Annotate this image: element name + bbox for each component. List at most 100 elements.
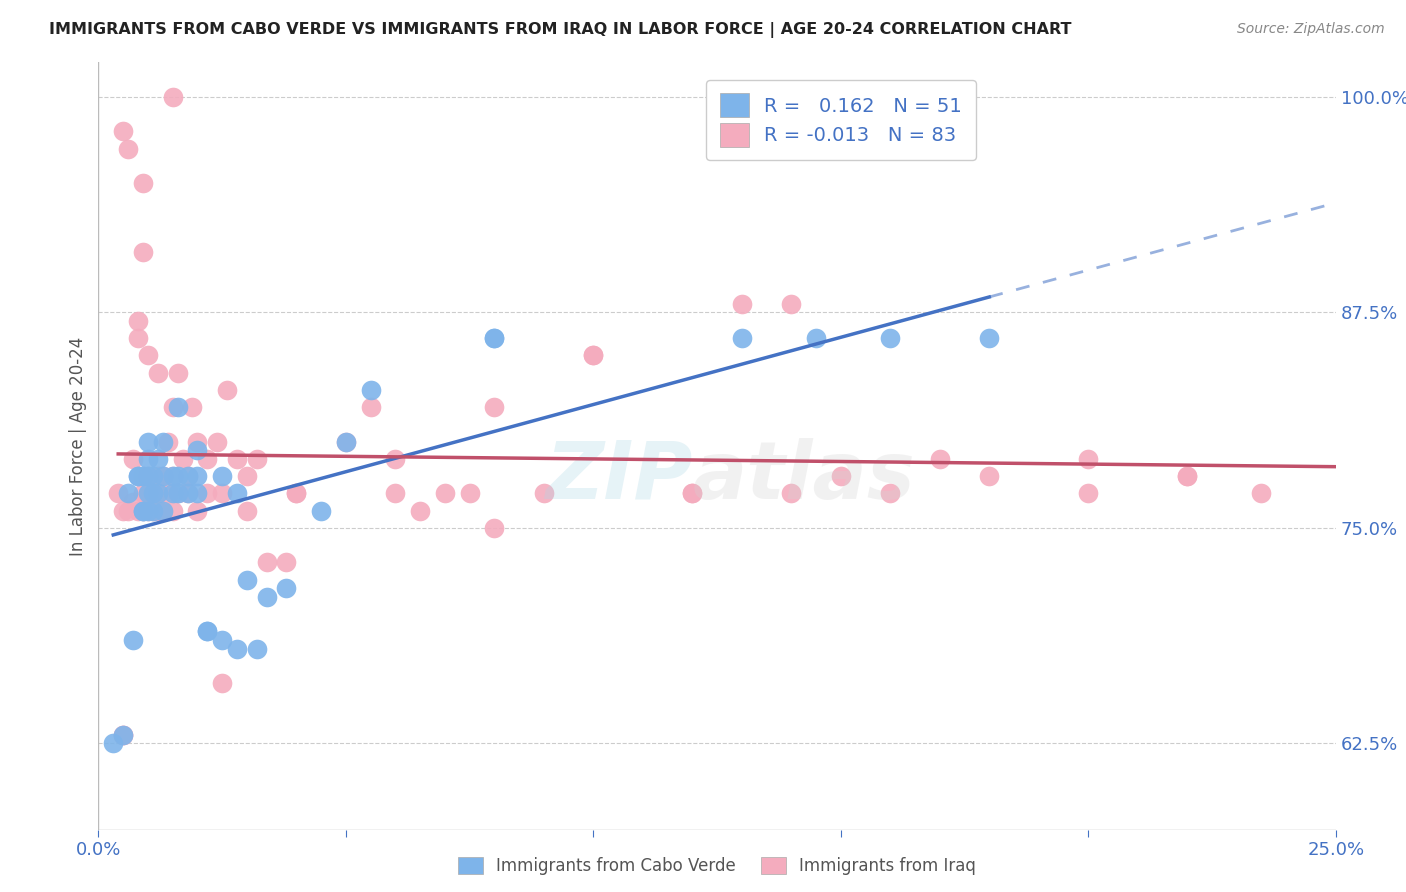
Point — [236, 503, 259, 517]
Point — [152, 469, 174, 483]
Text: atlas: atlas — [692, 438, 915, 516]
Point — [107, 486, 129, 500]
Point — [186, 434, 208, 449]
Point — [136, 503, 159, 517]
Point — [136, 503, 159, 517]
Point — [681, 486, 703, 500]
Point — [186, 503, 208, 517]
Point — [152, 503, 174, 517]
Point — [195, 624, 218, 639]
Point — [162, 486, 184, 500]
Point — [166, 469, 188, 483]
Point — [804, 331, 827, 345]
Point — [146, 469, 169, 483]
Point — [309, 503, 332, 517]
Point — [146, 366, 169, 380]
Point — [117, 142, 139, 156]
Point — [360, 383, 382, 397]
Point — [132, 469, 155, 483]
Point — [181, 401, 204, 415]
Point — [205, 434, 228, 449]
Point — [112, 728, 135, 742]
Point — [152, 434, 174, 449]
Point — [384, 486, 406, 500]
Point — [166, 486, 188, 500]
Y-axis label: In Labor Force | Age 20-24: In Labor Force | Age 20-24 — [69, 336, 87, 556]
Point — [117, 503, 139, 517]
Point — [226, 641, 249, 656]
Point — [146, 486, 169, 500]
Point — [217, 383, 239, 397]
Point — [166, 366, 188, 380]
Point — [256, 555, 278, 569]
Point — [132, 469, 155, 483]
Point — [142, 503, 165, 517]
Point — [127, 503, 149, 517]
Text: ZIP: ZIP — [546, 438, 692, 516]
Point — [132, 503, 155, 517]
Point — [195, 624, 218, 639]
Legend: Immigrants from Cabo Verde, Immigrants from Iraq: Immigrants from Cabo Verde, Immigrants f… — [458, 856, 976, 875]
Point — [156, 434, 179, 449]
Point — [162, 503, 184, 517]
Point — [162, 90, 184, 104]
Point — [285, 486, 308, 500]
Point — [533, 486, 555, 500]
Point — [132, 503, 155, 517]
Point — [122, 632, 145, 647]
Point — [226, 486, 249, 500]
Point — [211, 676, 233, 690]
Point — [484, 401, 506, 415]
Point — [186, 443, 208, 458]
Point — [152, 503, 174, 517]
Point — [226, 451, 249, 466]
Text: IMMIGRANTS FROM CABO VERDE VS IMMIGRANTS FROM IRAQ IN LABOR FORCE | AGE 20-24 CO: IMMIGRANTS FROM CABO VERDE VS IMMIGRANTS… — [49, 22, 1071, 38]
Point — [127, 314, 149, 328]
Point — [136, 469, 159, 483]
Point — [103, 736, 125, 750]
Point — [186, 469, 208, 483]
Point — [928, 451, 950, 466]
Point — [142, 503, 165, 517]
Point — [136, 434, 159, 449]
Point — [132, 503, 155, 517]
Point — [780, 297, 803, 311]
Point — [176, 469, 198, 483]
Point — [112, 503, 135, 517]
Point — [276, 555, 298, 569]
Point — [211, 469, 233, 483]
Point — [136, 486, 159, 500]
Point — [236, 469, 259, 483]
Point — [731, 331, 754, 345]
Point — [195, 451, 218, 466]
Point — [335, 434, 357, 449]
Point — [166, 401, 188, 415]
Point — [142, 486, 165, 500]
Point — [1077, 451, 1099, 466]
Point — [142, 486, 165, 500]
Point — [1175, 469, 1198, 483]
Point — [195, 486, 218, 500]
Point — [458, 486, 481, 500]
Point — [142, 469, 165, 483]
Point — [979, 331, 1001, 345]
Point — [132, 176, 155, 190]
Point — [1250, 486, 1272, 500]
Point — [127, 331, 149, 345]
Point — [582, 349, 605, 363]
Point — [172, 451, 194, 466]
Point — [582, 349, 605, 363]
Point — [162, 469, 184, 483]
Text: Source: ZipAtlas.com: Source: ZipAtlas.com — [1237, 22, 1385, 37]
Point — [211, 486, 233, 500]
Point — [156, 486, 179, 500]
Point — [246, 451, 269, 466]
Point — [409, 503, 432, 517]
Point — [162, 469, 184, 483]
Point — [136, 451, 159, 466]
Point — [176, 486, 198, 500]
Point — [256, 590, 278, 604]
Point — [122, 495, 145, 509]
Point — [780, 486, 803, 500]
Point — [276, 581, 298, 595]
